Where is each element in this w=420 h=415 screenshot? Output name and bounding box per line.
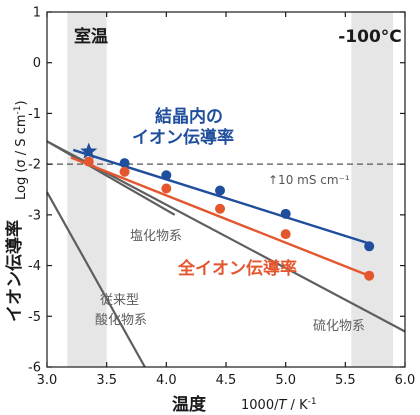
point-series-0-3: [215, 185, 226, 196]
point-series-0-2: [161, 170, 172, 181]
label-oxide-line2: 酸化物系: [95, 313, 147, 328]
band-label-room-temp: 室温: [74, 26, 108, 47]
band-0: [67, 12, 107, 367]
point-series-0-4: [280, 208, 291, 219]
point-series-1-3: [215, 203, 226, 214]
x-tick-label-3: 4.5: [216, 373, 237, 388]
fit-line-series-1: [70, 156, 373, 278]
label-crystal-conductivity: 結晶内の: [155, 106, 223, 127]
y-tick-label-5: -4: [28, 259, 41, 274]
x-tick-label-4: 5.0: [275, 373, 296, 388]
y-tick-label-0: 1: [33, 6, 41, 21]
x-tick-label-5: 5.5: [335, 373, 356, 388]
y-tick-label-4: -3: [28, 208, 41, 223]
x-axis-unit: 1000/T / K-1: [241, 397, 317, 413]
point-series-0-5: [364, 241, 375, 252]
band-label-minus-100: -100°C: [338, 27, 402, 47]
y-tick-label-6: -5: [28, 310, 41, 325]
y-axis-unit: Log (σ / S cm-1): [13, 100, 29, 200]
y-tick-label-2: -1: [28, 107, 41, 122]
y-tick-label-1: 0: [33, 56, 41, 71]
point-series-1-2: [161, 183, 172, 194]
x-tick-label-0: 3.0: [37, 373, 58, 388]
comparison-line-1: [46, 140, 176, 216]
label-chloride: 塩化物系: [130, 229, 182, 244]
y-axis-title: イオン伝導率: [4, 220, 25, 322]
point-series-1-5: [364, 270, 375, 281]
point-series-0-1: [119, 158, 130, 169]
data-points: [80, 142, 375, 281]
comparison-line-2: [46, 191, 146, 368]
x-tick-label-2: 4.0: [156, 373, 177, 388]
reference-line-label: ↑10 mS cm⁻¹: [268, 173, 350, 187]
x-tick-label-6: 6.0: [395, 373, 416, 388]
y-tick-label-7: -6: [28, 361, 41, 376]
x-tick-label-1: 3.5: [96, 373, 117, 388]
point-series-1-4: [280, 229, 291, 240]
point-series-1-0: [83, 156, 94, 167]
x-axis-title: 温度: [172, 394, 207, 415]
label-crystal-conductivity-2: イオン伝導率: [132, 127, 234, 148]
y-tick-label-3: -2: [28, 158, 41, 173]
label-oxide-line1: 従来型: [100, 293, 139, 308]
highlight-star: [80, 142, 98, 159]
label-total-conductivity: 全イオン伝導率: [177, 258, 297, 279]
point-series-1-1: [119, 166, 130, 177]
temperature-bands: [67, 12, 394, 367]
axis-ticks: 3.0 3.5 4.0 4.5 5.0 5.5 6.0 1 0 -1 -2 -3 -4 -5 -6: [28, 6, 415, 389]
label-sulfide: 硫化物系: [313, 319, 365, 334]
